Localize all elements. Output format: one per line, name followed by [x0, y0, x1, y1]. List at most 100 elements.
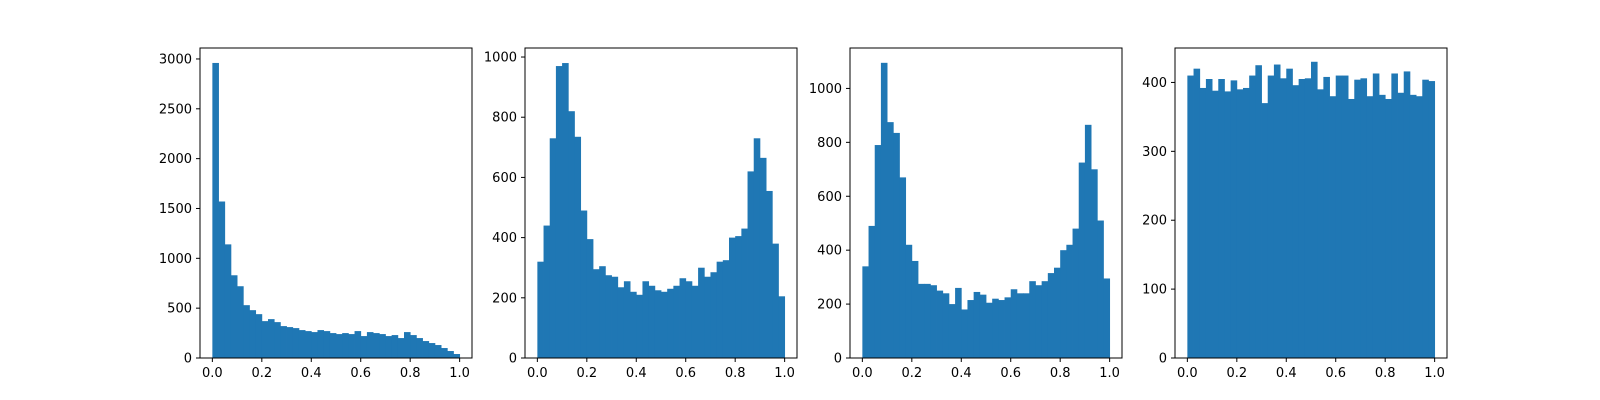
- histogram-bar: [218, 201, 226, 358]
- histogram-bar: [930, 285, 937, 358]
- histogram-bar: [336, 334, 343, 358]
- histogram-bar: [691, 285, 699, 358]
- histogram-bar: [354, 331, 362, 358]
- axes-frame: [1174, 47, 1448, 359]
- histogram-bar: [973, 291, 981, 358]
- histogram-bar: [1360, 78, 1368, 359]
- histogram-bar: [286, 327, 294, 358]
- histogram-bar: [441, 348, 448, 358]
- histogram-bar: [292, 328, 300, 358]
- y-tick-label: 600: [492, 171, 517, 186]
- histogram-bar: [874, 145, 882, 358]
- y-tick-label: 2000: [159, 152, 192, 167]
- histogram-bar: [1341, 75, 1349, 359]
- histogram-bar: [562, 63, 569, 358]
- histogram-bar: [642, 281, 650, 358]
- axes-frame: [199, 47, 473, 359]
- bars: [537, 63, 786, 358]
- histogram-bar: [1416, 96, 1423, 358]
- y-tick-label: 400: [817, 244, 842, 259]
- y-tick-label: 200: [817, 298, 842, 313]
- histogram-bar: [636, 294, 643, 358]
- histogram-bar: [1016, 293, 1024, 358]
- x-tick-label: 0.4: [626, 366, 647, 381]
- histogram-bar: [1428, 81, 1436, 359]
- histogram-panel-4: 0.0 0.2 0.4 0.6 0.8 1.0 0 100 200 300 400: [1142, 47, 1448, 381]
- histogram-bar: [623, 281, 631, 358]
- histogram-bar: [778, 296, 786, 358]
- histogram-bar: [317, 330, 325, 358]
- y-tick-label: 0: [509, 352, 517, 367]
- x-tick-label: 1.0: [449, 366, 470, 381]
- histogram-bar: [1397, 92, 1405, 359]
- histogram-bar: [1218, 79, 1225, 358]
- histogram-bar: [410, 335, 417, 358]
- histogram-bar: [1422, 79, 1429, 358]
- histogram-bar: [593, 269, 600, 358]
- histogram-bar: [230, 275, 238, 358]
- histogram-bar: [716, 261, 724, 358]
- histogram-bar: [224, 244, 232, 358]
- histogram-bar: [1298, 79, 1306, 358]
- histogram-bar: [1366, 96, 1374, 358]
- histogram-bar: [537, 261, 544, 358]
- histogram-bar: [905, 244, 913, 358]
- histogram-bar: [766, 190, 773, 358]
- histogram-bar: [366, 332, 374, 358]
- histogram-bar: [772, 243, 779, 358]
- x-tick-label: 1.0: [774, 366, 795, 381]
- histogram-bar: [1035, 285, 1043, 358]
- histogram-bar: [698, 267, 705, 358]
- histogram-bar: [599, 266, 606, 358]
- histogram-bar: [237, 286, 244, 358]
- y-tick-label: 0: [1159, 352, 1167, 367]
- histogram-bar: [249, 310, 257, 358]
- x-tick-label: 0.0: [202, 366, 223, 381]
- histogram-bar: [212, 62, 219, 358]
- y-tick-label: 0: [184, 352, 192, 367]
- histogram-bar: [611, 276, 619, 358]
- histogram-bar: [342, 333, 349, 358]
- histogram-bar: [992, 298, 999, 358]
- histogram-panels: 0.0 0.2 0.4 0.6 0.8 1.00500100015002000250030…: [159, 47, 1448, 381]
- histogram-bar: [1236, 89, 1244, 358]
- x-tick-label: 0.2: [251, 366, 272, 381]
- histogram-bar: [679, 278, 687, 358]
- histogram-bar: [759, 157, 767, 358]
- histogram-bar: [1261, 103, 1269, 358]
- histogram-bar: [1409, 94, 1417, 358]
- histogram-bar: [1199, 87, 1207, 358]
- histogram-bar: [722, 260, 730, 358]
- histogram-bar: [574, 136, 582, 358]
- histogram-bar: [1267, 75, 1275, 359]
- histogram-bar: [1054, 267, 1061, 358]
- histogram-bar: [1004, 297, 1012, 358]
- axes-frame: [849, 47, 1123, 359]
- y-tick-label: 600: [817, 190, 842, 205]
- histogram-bar: [305, 331, 312, 358]
- histogram-bar: [1103, 278, 1111, 358]
- histogram-bar: [1091, 169, 1098, 358]
- x-tick-label: 0.6: [1000, 366, 1021, 381]
- histogram-bar: [753, 138, 761, 358]
- histogram-bar: [1385, 98, 1392, 358]
- histogram-bar: [948, 304, 956, 358]
- histogram-bar: [379, 334, 386, 358]
- histogram-bar: [1066, 244, 1073, 358]
- y-tick-label: 1000: [484, 51, 517, 66]
- histogram-bar: [1323, 76, 1330, 358]
- x-tick-label: 1.0: [1099, 366, 1120, 381]
- histogram-bar: [1372, 73, 1380, 358]
- histogram-bar: [1273, 64, 1281, 359]
- histogram-bar: [1060, 250, 1067, 358]
- histogram-bar: [434, 345, 442, 358]
- bars: [1187, 61, 1436, 359]
- histogram-bar: [1304, 78, 1312, 359]
- histogram-bar: [1041, 281, 1049, 358]
- histogram-bar: [955, 287, 962, 358]
- histogram-bar: [918, 283, 925, 358]
- y-tick-label: 200: [492, 291, 517, 306]
- histogram-bar: [924, 283, 931, 358]
- y-tick-label: 1000: [809, 82, 842, 97]
